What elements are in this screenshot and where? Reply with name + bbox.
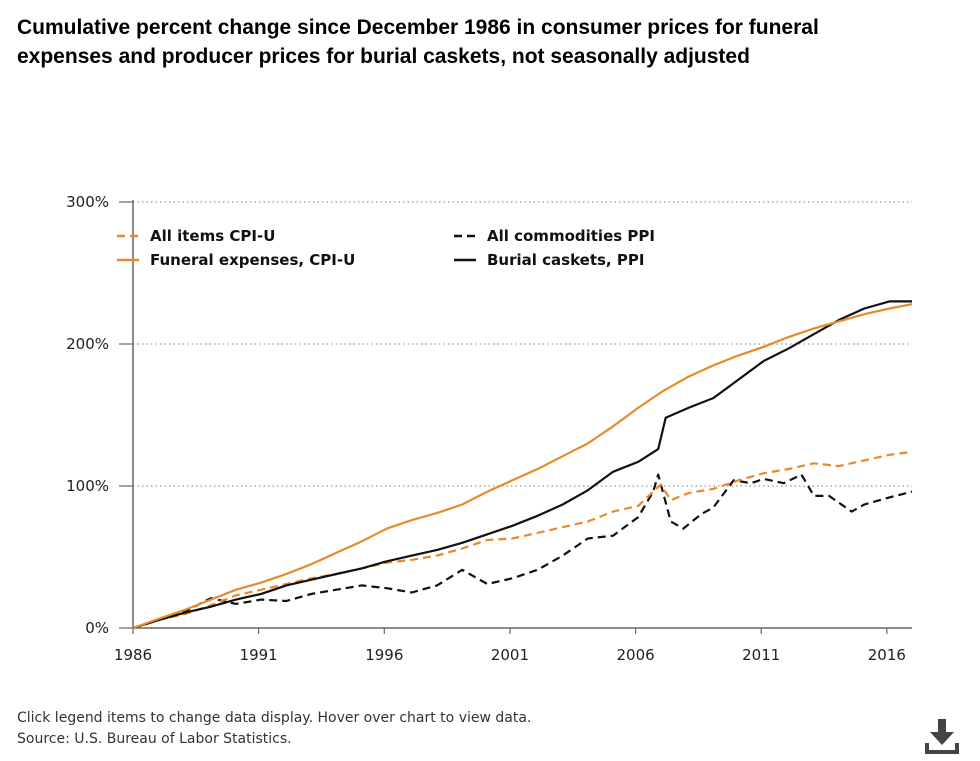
x-tick-labels: 1986 1991 1996 2001 2006 2011 2016 xyxy=(114,628,906,664)
download-button[interactable] xyxy=(922,716,962,756)
grid-lines xyxy=(133,201,912,487)
series-line-all-commodities-ppi xyxy=(132,473,913,630)
footer-source: Source: U.S. Bureau of Labor Statistics. xyxy=(17,731,292,747)
legend-item[interactable]: Funeral expenses, CPI-U xyxy=(117,251,355,269)
series-line-all-items-cpi-u xyxy=(132,450,913,630)
legend-label: All items CPI-U xyxy=(150,227,275,245)
x-tick-label: 2016 xyxy=(868,646,906,664)
y-tick-label: 100% xyxy=(66,477,109,495)
line-chart[interactable]: 0% 100% 200% 300% 1986 1991 1996 2001 2006 2011 2… xyxy=(0,0,980,700)
y-tick-label: 300% xyxy=(66,193,109,211)
x-tick-label: 1996 xyxy=(365,646,403,664)
y-tick-label: 0% xyxy=(85,619,109,637)
legend[interactable]: All items CPI-U Funeral expenses, CPI-U Al… xyxy=(117,227,655,269)
axes xyxy=(132,200,912,629)
legend-item[interactable]: All commodities PPI xyxy=(454,227,655,245)
x-tick-label: 1991 xyxy=(240,646,278,664)
y-tick-label: 200% xyxy=(66,335,109,353)
x-tick-label: 2006 xyxy=(616,646,654,664)
series-line-burial-caskets-ppi xyxy=(132,300,912,630)
legend-label: Burial caskets, PPI xyxy=(487,251,644,269)
series-line-funeral-expenses-cpi-u xyxy=(132,303,913,630)
x-tick-label: 2011 xyxy=(742,646,780,664)
footer: Click legend items to change data displa… xyxy=(17,708,531,750)
legend-item[interactable]: Burial caskets, PPI xyxy=(454,251,644,269)
chart-title: Cumulative percent change since December… xyxy=(17,16,819,68)
legend-item[interactable]: All items CPI-U xyxy=(117,227,275,245)
footer-instructions: Click legend items to change data displa… xyxy=(17,710,532,726)
legend-label: Funeral expenses, CPI-U xyxy=(150,251,355,269)
download-icon xyxy=(925,719,959,754)
series-lines xyxy=(132,300,913,630)
legend-label: All commodities PPI xyxy=(487,227,655,245)
x-tick-label: 2001 xyxy=(491,646,529,664)
y-tick-labels: 0% 100% 200% 300% xyxy=(66,193,133,637)
x-tick-label: 1986 xyxy=(114,646,152,664)
